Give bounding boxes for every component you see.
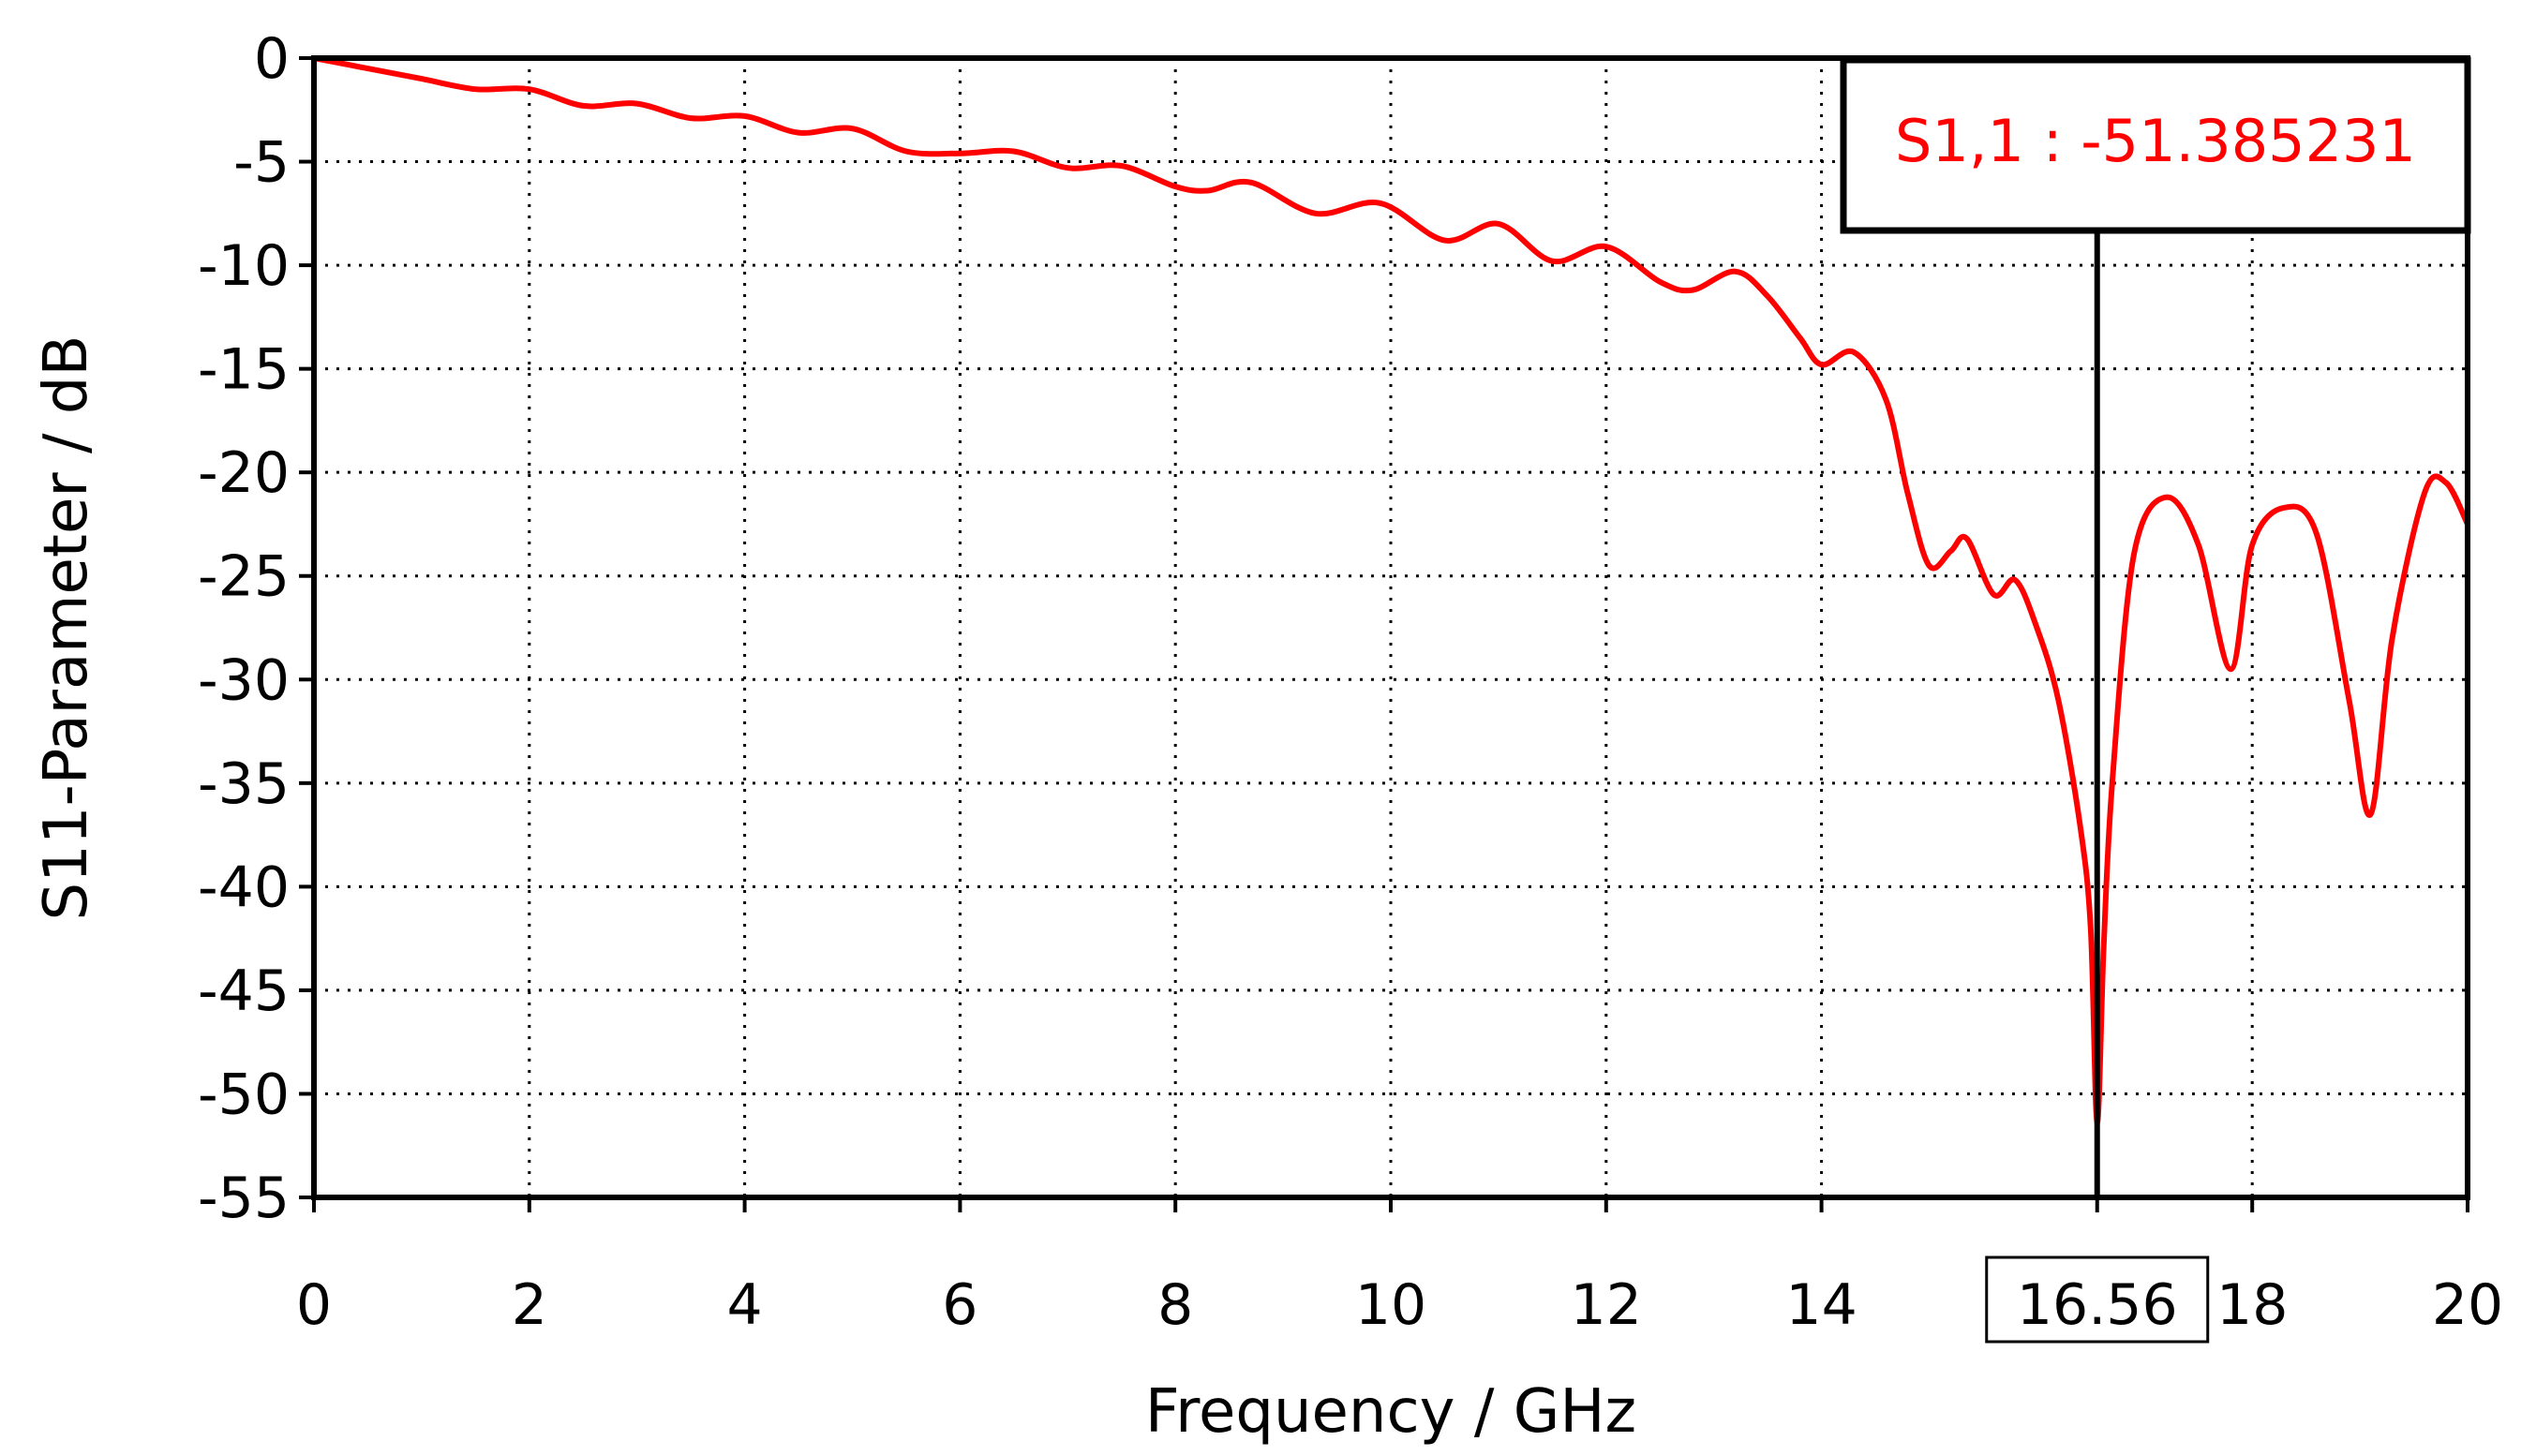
marker-x-label-box bbox=[1985, 1255, 2210, 1344]
x-tick-label: 8 bbox=[1157, 1272, 1193, 1338]
y-tick-label: -45 bbox=[198, 958, 290, 1024]
y-tick-label: -15 bbox=[198, 337, 290, 403]
x-tick-label: 12 bbox=[1571, 1272, 1642, 1338]
y-tick-label: -30 bbox=[198, 647, 290, 713]
x-tick-label: 10 bbox=[1355, 1272, 1426, 1338]
x-tick-label: 6 bbox=[942, 1272, 977, 1338]
series-layer bbox=[313, 55, 2470, 1126]
y-tick-label: -25 bbox=[198, 544, 290, 610]
y-tick-label: 0 bbox=[254, 26, 290, 92]
marker-x-label: 16.56 bbox=[2017, 1272, 2178, 1338]
marker-label-box bbox=[1840, 56, 2471, 234]
x-tick-label: 0 bbox=[296, 1272, 332, 1338]
series-line-s11 bbox=[313, 55, 2470, 1126]
x-tick-label: 2 bbox=[512, 1272, 547, 1338]
y-tick-label: -20 bbox=[198, 440, 290, 506]
y-tick-label: -35 bbox=[198, 751, 290, 817]
y-tick-label: -55 bbox=[198, 1166, 290, 1231]
x-tick-label: 18 bbox=[2216, 1272, 2288, 1338]
y-axis-title: S11-Parameter / dB bbox=[32, 335, 101, 921]
y-tick-label: -50 bbox=[198, 1062, 290, 1127]
x-axis-title: Frequency / GHz bbox=[1145, 1377, 1636, 1447]
marker-label: S1,1 : -51.385231 bbox=[1895, 107, 2416, 175]
x-tick-label: 14 bbox=[1785, 1272, 1857, 1338]
y-tick-label: -5 bbox=[233, 130, 290, 196]
marker-layer: S1,1 : -51.385231 bbox=[1840, 56, 2471, 1197]
x-tick-label: 4 bbox=[727, 1272, 763, 1338]
x-tick-label: 20 bbox=[2432, 1272, 2503, 1338]
tick-layer: 0-5-10-15-20-25-30-35-40-45-50-550 2 4 6 8 10… bbox=[198, 26, 2503, 1344]
y-tick-label: -40 bbox=[198, 854, 290, 920]
y-tick-label: -10 bbox=[198, 233, 290, 299]
